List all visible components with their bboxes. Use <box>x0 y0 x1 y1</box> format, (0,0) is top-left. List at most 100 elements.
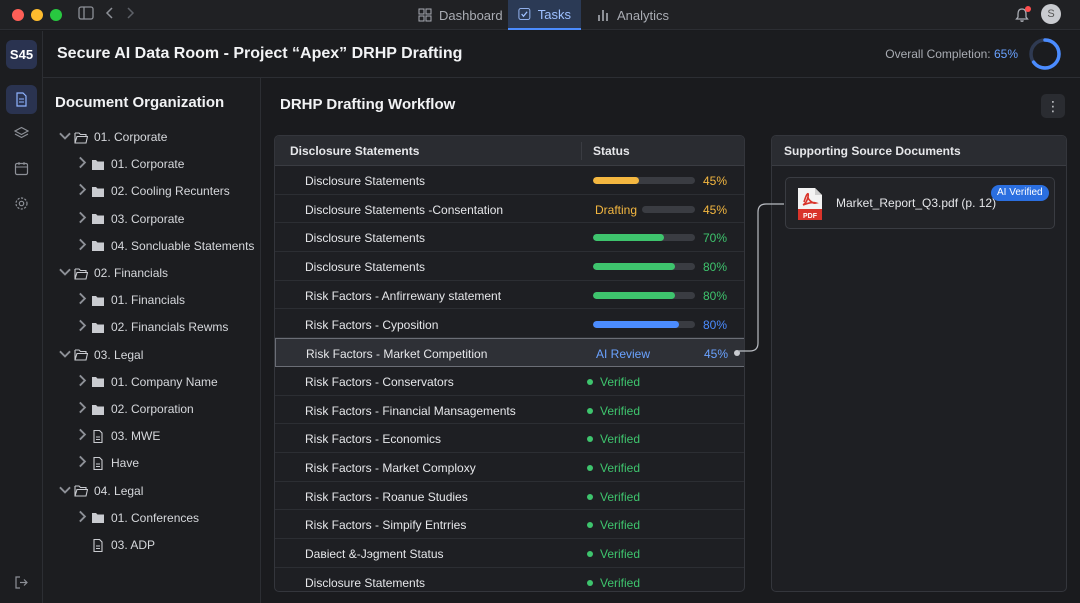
chevron-right-icon[interactable] <box>75 156 87 172</box>
rail-settings-button[interactable] <box>6 189 37 218</box>
tree-item-icon <box>74 348 88 361</box>
source-document-card[interactable]: PDF Market_Report_Q3.pdf (p. 12) AI Veri… <box>785 177 1055 229</box>
tree-item[interactable]: 03. MWE <box>75 426 160 446</box>
tree-item[interactable]: 02. Cooling Recunters <box>75 181 230 201</box>
tree-item[interactable]: 02. Financials <box>58 263 168 283</box>
tree-item[interactable]: 02. Corporation <box>75 399 194 419</box>
gear-icon <box>15 197 28 210</box>
table-row[interactable]: Risk Factors - Cyposition 80% <box>275 310 744 339</box>
table-row[interactable]: Disclosure Statements Verified <box>275 568 744 591</box>
tab-dashboard[interactable]: Dashboard <box>408 0 513 30</box>
tree-item[interactable]: 04. Legal <box>58 481 143 501</box>
row-name: Risk Factors - Roanue Studies <box>305 489 468 504</box>
tree-item-label: 02. Corporation <box>111 402 194 416</box>
folder-open-icon <box>74 485 88 497</box>
tab-label: Dashboard <box>439 7 503 23</box>
verified-status-dot <box>587 493 593 500</box>
rail-layers-button[interactable] <box>6 119 37 148</box>
row-name: Risk Factors - Conservators <box>305 374 454 389</box>
minimize-window-button[interactable] <box>31 9 43 21</box>
chevron-right-icon[interactable] <box>75 428 87 444</box>
chevron-right-icon[interactable] <box>75 211 87 227</box>
tree-item-icon <box>91 375 105 388</box>
table-row[interactable]: Risk Factors - Roanue Studies Verified <box>275 482 744 511</box>
chevron-down-icon[interactable] <box>58 483 71 499</box>
table-row[interactable]: Daвiect &-Jэgment Status Verified <box>275 539 744 568</box>
app-logo: S45 <box>6 40 37 69</box>
file-icon <box>93 538 103 552</box>
tree-item[interactable]: 02. Financials Rewms <box>75 317 228 337</box>
progress-bar-fill <box>593 234 665 242</box>
chevron-down-icon[interactable] <box>58 129 71 145</box>
tree-item[interactable]: 04. Soncluable Statements <box>75 236 254 256</box>
sidebar-toggle-icon[interactable] <box>78 6 94 24</box>
table-row[interactable]: Disclosure Statements 70% <box>275 223 744 253</box>
tree-item[interactable]: Have <box>75 453 139 473</box>
tree-item[interactable]: 01. Corporate <box>58 127 167 147</box>
table-row[interactable]: Risk Factors - Anfirrewanу statement 80% <box>275 281 744 310</box>
progress-bar-fill <box>593 320 679 328</box>
user-avatar[interactable]: S <box>1041 4 1061 24</box>
tree-item[interactable]: 03. Corporate <box>75 209 184 229</box>
tree-item-icon <box>91 294 105 307</box>
tree-item[interactable]: 01. Company Name <box>75 372 218 392</box>
tree-item-label: 03. Legal <box>94 347 144 362</box>
column-header-status[interactable]: Status <box>593 144 630 158</box>
tree-item[interactable]: 03. ADP <box>75 535 155 555</box>
tree-item[interactable]: 01. Corporate <box>75 154 184 174</box>
folder-icon <box>92 322 104 333</box>
title-bar: Dashboard Tasks Analytics S <box>0 0 1080 30</box>
more-options-button[interactable]: ⋮ <box>1041 94 1065 118</box>
completion-ring <box>1029 38 1061 70</box>
chevron-right-icon[interactable] <box>75 455 87 471</box>
chevron-right-icon[interactable] <box>75 183 87 199</box>
tree-item-label: 02. Cooling Recunters <box>111 184 230 199</box>
table-row[interactable]: Risk Factors - Market Comploxy Verified <box>275 453 744 482</box>
rail-logout-button[interactable] <box>6 568 37 597</box>
table-row[interactable]: Disclosure Statements -Consentation Draft… <box>275 195 744 224</box>
row-name: Risk Factors - Market Competition <box>306 347 488 362</box>
chevron-right-icon[interactable] <box>75 319 87 335</box>
forward-arrow-icon[interactable] <box>125 6 135 24</box>
chevron-down-icon[interactable] <box>58 347 71 363</box>
chevron-right-icon[interactable] <box>75 292 87 308</box>
tab-analytics[interactable]: Analytics <box>586 0 679 30</box>
row-name: Risk Factors - Simpify Entrries <box>305 518 467 533</box>
column-header-statements[interactable]: Disclosure Statements <box>290 144 420 158</box>
table-row[interactable]: Risk Factors - Conservators Verified <box>275 367 744 396</box>
progress-bar-fill <box>593 291 675 299</box>
tree-item[interactable]: 03. Legal <box>58 345 143 365</box>
bell-icon[interactable] <box>1013 6 1031 24</box>
chevron-right-icon[interactable] <box>75 510 87 526</box>
progress-percent: 70% <box>703 231 728 246</box>
left-rail: S45 <box>0 31 43 603</box>
chevron-right-icon[interactable] <box>75 374 87 390</box>
table-row[interactable]: Risk Factors - Simpify Entrries Verified <box>275 510 744 540</box>
maximize-window-button[interactable] <box>50 9 62 21</box>
tree-item-label: 03. MWE <box>111 429 161 444</box>
column-divider <box>581 142 582 160</box>
tree-item[interactable]: 01. Financials <box>75 290 185 310</box>
table-row[interactable]: Risk Factors - Economics Verified <box>275 424 744 453</box>
table-row-selected[interactable]: Risk Factors - Market Competition AI Revi… <box>275 338 744 367</box>
close-window-button[interactable] <box>12 9 24 21</box>
back-arrow-icon[interactable] <box>105 6 115 24</box>
rail-documents-button[interactable] <box>6 85 37 114</box>
verified-status-dot <box>587 522 593 529</box>
tab-tasks[interactable]: Tasks <box>508 0 581 30</box>
tree-item[interactable]: 01. Conferences <box>75 508 199 528</box>
document-name[interactable]: Market_Report_Q3.pdf (p. 12) <box>836 196 997 210</box>
checkbox-icon <box>518 8 531 20</box>
progress-bar <box>593 320 695 328</box>
chevron-right-icon[interactable] <box>75 401 87 417</box>
tree-item-icon <box>91 185 105 198</box>
table-row[interactable]: Disclosure Statements 45% <box>275 166 744 195</box>
table-row[interactable]: Disclosure Statements 80% <box>275 252 744 281</box>
progress-percent: 80% <box>703 317 728 332</box>
table-row[interactable]: Risk Factors - Financial Mansagements Ver… <box>275 396 744 425</box>
chevron-right-icon[interactable] <box>75 238 87 254</box>
document-sidebar: Document Organization 01. Corporate 01. C… <box>43 78 261 603</box>
tab-label: Tasks <box>537 6 571 22</box>
rail-calendar-button[interactable] <box>6 154 37 183</box>
chevron-down-icon[interactable] <box>58 265 71 281</box>
